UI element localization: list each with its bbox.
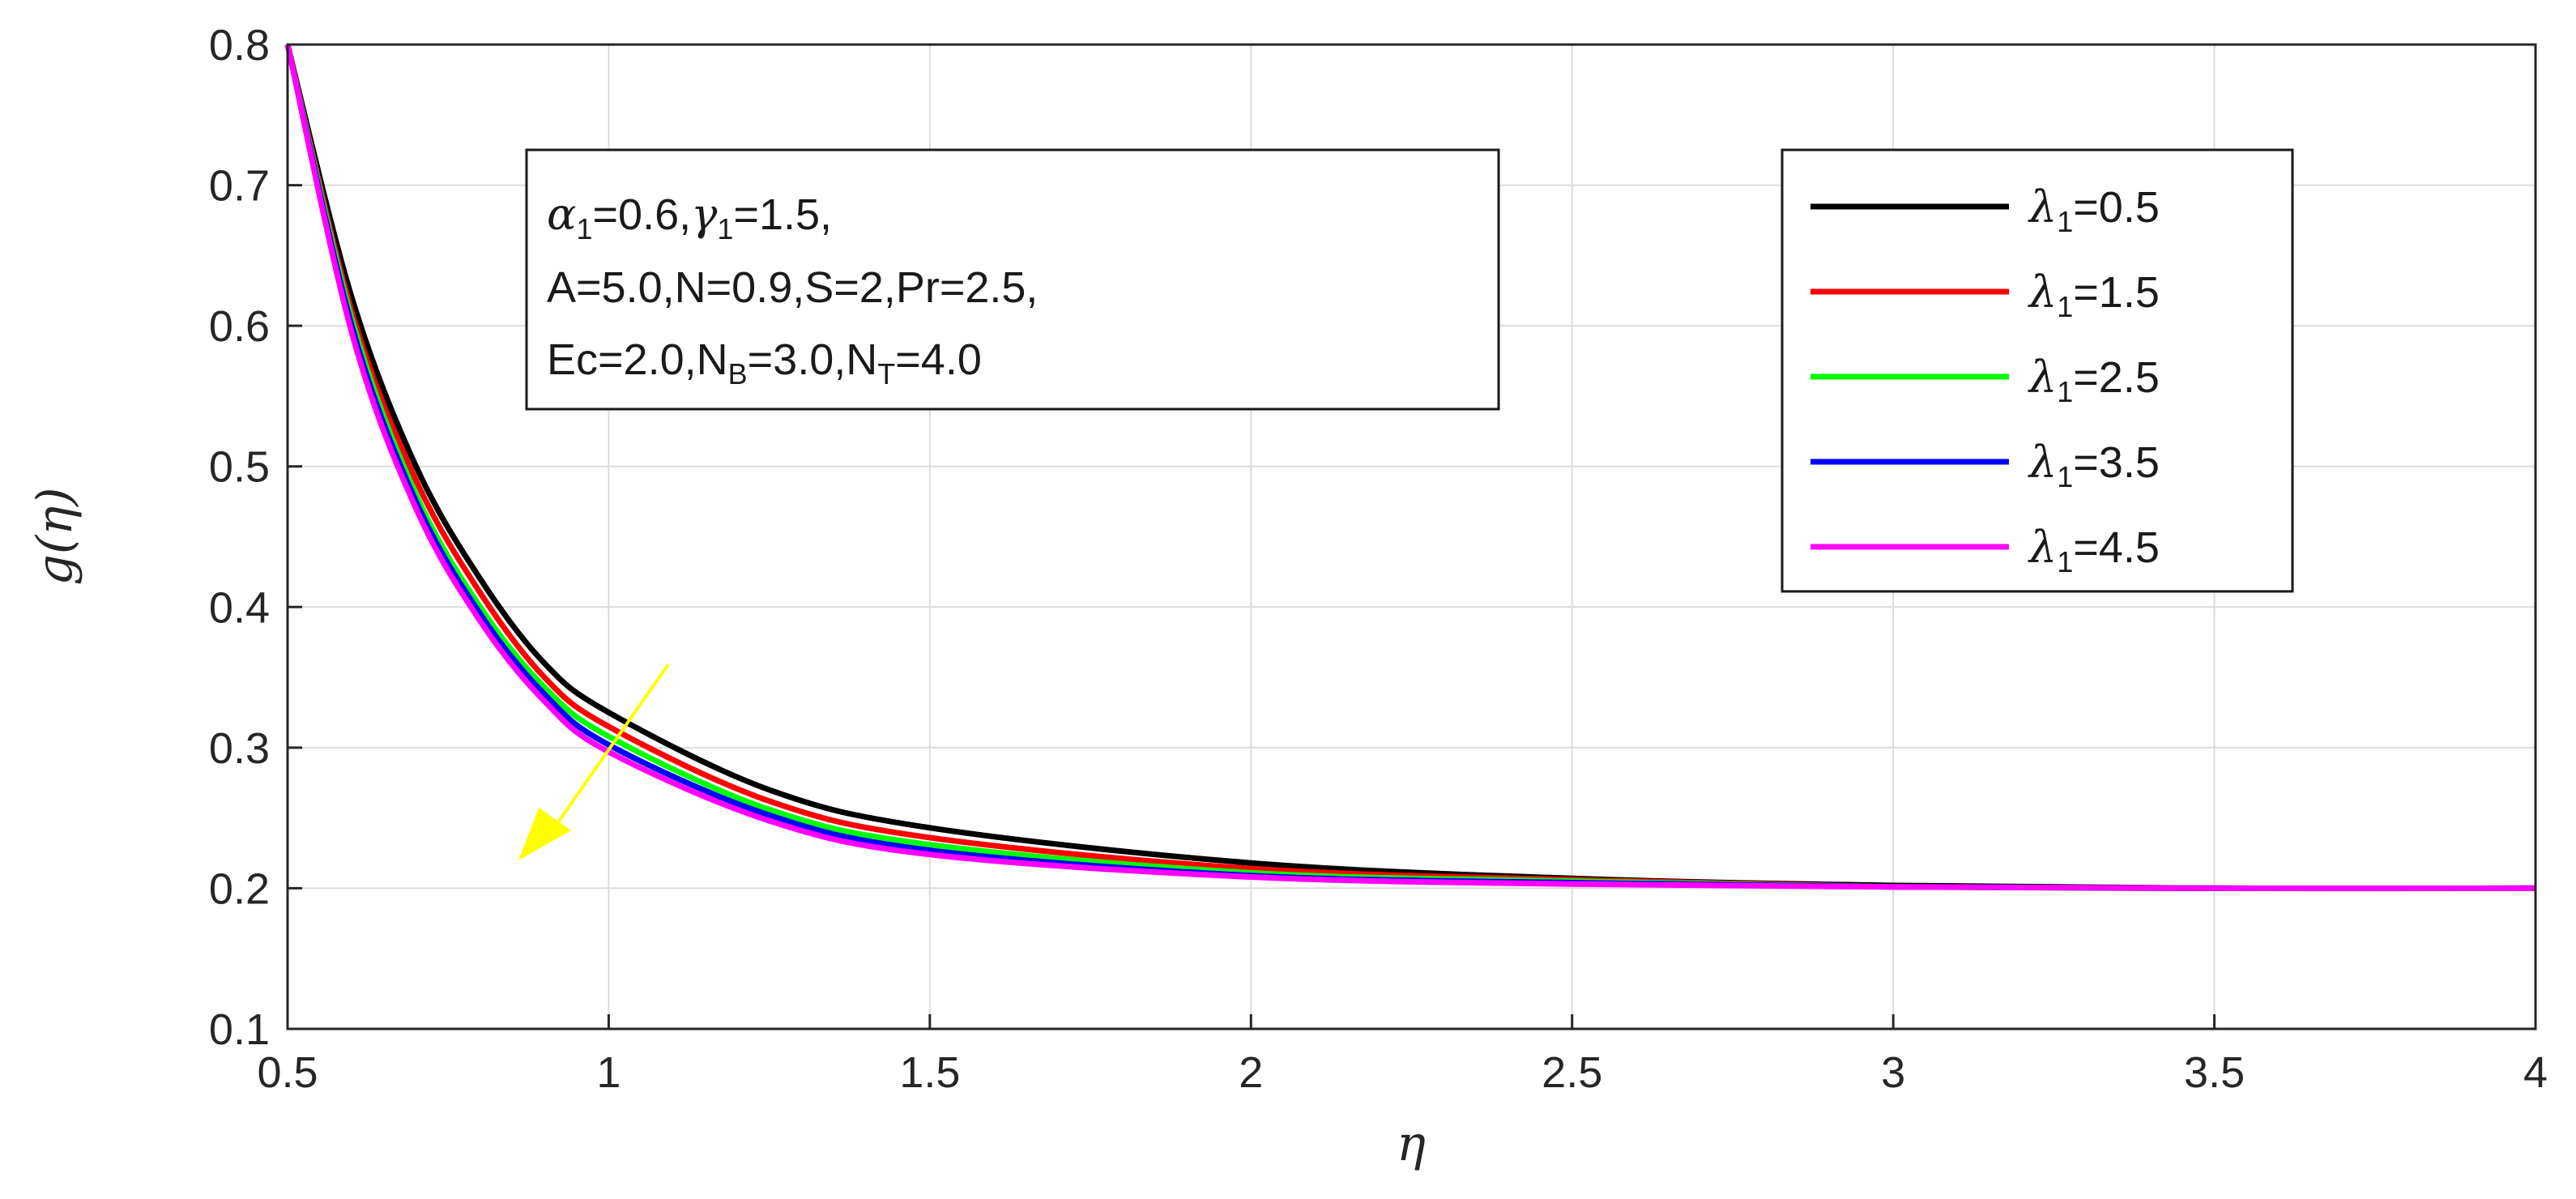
trend-arrow <box>518 663 670 860</box>
ticks: 0.5 1 1.5 2 2.5 3 3.5 4 0.1 0.2 0.3 0.4 0.5 0.6 0.7 0.8 <box>209 21 2548 1097</box>
parameter-box-frame <box>525 148 1500 411</box>
x-tick-label: 2.5 <box>1542 1048 1602 1097</box>
parameter-line-2: A=5.0,N=0.9,S=2,Pr=2.5, <box>547 263 1038 312</box>
legend-label-5: λ1=4.5 <box>2028 522 2160 578</box>
legend-label-4: λ1=3.5 <box>2028 437 2160 493</box>
x-tick-label: 3.5 <box>2184 1048 2245 1097</box>
legend-label-1: λ1=0.5 <box>2028 181 2160 238</box>
x-axis-label: η <box>1397 1116 1426 1172</box>
series-group <box>284 44 2536 892</box>
parameter-line-1: α1=0.6,γ1=1.5, <box>547 189 832 245</box>
y-axis-label: g(η) <box>27 487 83 585</box>
y-tick-label: 0.5 <box>209 443 270 492</box>
x-tick-label: 3 <box>1881 1048 1905 1097</box>
parameter-line-3: Ec=2.0,NB=3.0,NT=4.0 <box>547 335 982 390</box>
legend-label-3: λ1=2.5 <box>2028 352 2160 408</box>
legend-frame <box>1781 148 2294 593</box>
x-tick-label: 4 <box>2523 1048 2548 1097</box>
y-tick-label: 0.3 <box>209 724 270 773</box>
legend: λ1=0.5 λ1=1.5 λ1=2.5 λ1=3.5 λ1=4.5 <box>1781 148 2294 593</box>
y-tick-label: 0.6 <box>209 302 270 351</box>
series-line-5 <box>284 44 2536 892</box>
x-tick-label: 1 <box>596 1048 621 1097</box>
y-tick-label: 0.7 <box>209 162 270 211</box>
parameter-box: α1=0.6,γ1=1.5, A=5.0,N=0.9,S=2,Pr=2.5, E… <box>525 148 1500 411</box>
legend-label-2: λ1=1.5 <box>2028 267 2160 323</box>
trend-arrow-head <box>518 808 571 860</box>
y-tick-label: 0.1 <box>209 1005 270 1054</box>
x-tick-label: 2 <box>1239 1048 1263 1097</box>
plot-frame <box>286 43 2537 1030</box>
trend-arrow-shaft <box>545 663 670 840</box>
x-tick-label: 1.5 <box>899 1048 960 1097</box>
x-tick-label: 0.5 <box>257 1048 318 1097</box>
y-tick-label: 0.4 <box>209 583 270 632</box>
y-tick-label: 0.2 <box>209 864 270 913</box>
y-tick-label: 0.8 <box>209 21 270 70</box>
